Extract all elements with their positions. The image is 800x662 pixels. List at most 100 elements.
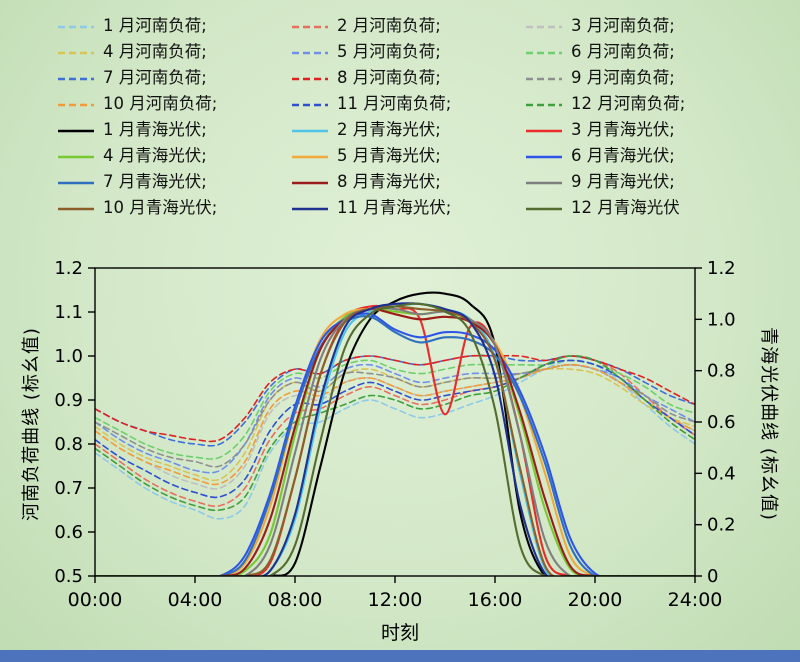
legend-item: 1 月青海光伏; (57, 120, 275, 141)
legend-item: 9 月青海光伏; (525, 172, 743, 193)
legend-label: 9 月河南负荷; (571, 68, 675, 88)
legend-dashed-line-swatch (292, 77, 328, 80)
chart-series-group (95, 291, 695, 576)
series-line (95, 367, 695, 482)
series-line (95, 364, 695, 468)
left-tick-label: 0.7 (54, 478, 83, 499)
x-tick-label: 24:00 (668, 589, 723, 611)
legend-solid-line-swatch (292, 155, 328, 158)
legend-label: 8 月青海光伏; (337, 172, 441, 192)
left-tick-label: 0.9 (54, 390, 83, 411)
legend-label: 1 月河南负荷; (103, 16, 207, 36)
legend-dashed-line-swatch (292, 25, 328, 28)
left-tick-label: 0.6 (54, 522, 83, 543)
left-axis-title: 河南负荷曲线 (标幺值) (21, 327, 42, 521)
series-line (95, 302, 695, 576)
series-line (95, 302, 695, 576)
legend-item: 2 月河南负荷; (291, 16, 509, 37)
series-line (95, 304, 695, 576)
legend-item: 7 月青海光伏; (57, 172, 275, 193)
series-line (95, 315, 695, 576)
series-line (95, 364, 695, 490)
left-tick-label: 1.2 (54, 258, 83, 279)
legend-dashed-line-swatch (292, 51, 328, 54)
legend-solid-line-swatch (58, 181, 94, 184)
legend-label: 7 月河南负荷; (103, 68, 207, 88)
legend-solid-line-swatch (292, 181, 328, 184)
right-tick-label: 0 (707, 566, 718, 587)
left-tick-label: 0.8 (54, 434, 83, 455)
legend-item: 10 月青海光伏; (57, 198, 275, 219)
legend-label: 5 月河南负荷; (337, 42, 441, 62)
legend-item: 2 月青海光伏; (291, 120, 509, 141)
legend-item: 3 月河南负荷; (525, 16, 743, 37)
legend-item: 6 月河南负荷; (525, 42, 743, 63)
right-tick-label: 1.2 (707, 258, 736, 279)
right-tick-label: 0.4 (707, 463, 736, 484)
left-tick-label: 1.0 (54, 346, 83, 367)
x-tick-label: 08:00 (268, 589, 323, 611)
legend-solid-line-swatch (292, 207, 328, 210)
legend-dashed-line-swatch (526, 77, 562, 80)
legend-item: 11 月河南负荷; (291, 94, 509, 115)
legend-solid-line-swatch (526, 207, 562, 210)
legend-solid-line-swatch (526, 155, 562, 158)
x-tick-label: 12:00 (368, 589, 423, 611)
right-axis-title: 青海光伏曲线 (标幺值) (758, 327, 779, 521)
legend-dashed-line-swatch (292, 103, 328, 106)
legend-label: 4 月河南负荷; (103, 42, 207, 62)
legend-label: 3 月河南负荷; (571, 16, 675, 36)
legend-item: 5 月青海光伏; (291, 146, 509, 167)
legend-solid-line-swatch (526, 129, 562, 132)
series-line (95, 302, 695, 576)
series-line (95, 359, 695, 520)
x-tick-label: 04:00 (168, 589, 223, 611)
x-tick-label: 20:00 (568, 589, 623, 611)
legend-label: 3 月青海光伏; (571, 120, 675, 140)
series-line (95, 307, 695, 576)
legend-item: 4 月河南负荷; (57, 42, 275, 63)
legend-label: 10 月青海光伏; (103, 198, 218, 218)
legend-label: 5 月青海光伏; (337, 146, 441, 166)
legend-dashed-line-swatch (526, 51, 562, 54)
legend-label: 7 月青海光伏; (103, 172, 207, 192)
series-line (95, 364, 695, 486)
legend-item: 1 月河南负荷; (57, 16, 275, 37)
legend-label: 11 月青海光伏; (337, 198, 452, 218)
right-tick-label: 0.8 (707, 361, 736, 382)
legend-item: 11 月青海光伏; (291, 198, 509, 219)
legend-item: 5 月河南负荷; (291, 42, 509, 63)
legend-solid-line-swatch (58, 207, 94, 210)
legend-dashed-line-swatch (526, 25, 562, 28)
legend-label: 4 月青海光伏; (103, 146, 207, 166)
legend-label: 2 月河南负荷; (337, 16, 441, 36)
legend-item: 3 月青海光伏; (525, 120, 743, 141)
legend-label: 12 月河南负荷; (571, 94, 686, 114)
legend-item: 12 月青海光伏 (525, 198, 743, 219)
x-tick-label: 16:00 (468, 589, 523, 611)
legend: 1 月河南负荷; 2 月河南负荷; 3 月河南负荷; 4 月河南负荷; 5 月河南负荷;… (0, 16, 800, 219)
legend-dashed-line-swatch (58, 103, 94, 106)
series-line (95, 363, 695, 474)
legend-dashed-line-swatch (526, 103, 562, 106)
series-line (95, 359, 695, 499)
legend-dashed-line-swatch (58, 77, 94, 80)
legend-label: 6 月青海光伏; (571, 146, 675, 166)
legend-label: 6 月河南负荷; (571, 42, 675, 62)
legend-label: 12 月青海光伏 (571, 198, 680, 218)
right-tick-label: 1.0 (707, 309, 736, 330)
legend-solid-line-swatch (58, 155, 94, 158)
x-tick-label: 00:00 (68, 589, 123, 611)
legend-solid-line-swatch (292, 129, 328, 132)
series-line (95, 305, 695, 576)
legend-label: 2 月青海光伏; (337, 120, 441, 140)
legend-item: 9 月河南负荷; (525, 68, 743, 89)
chart-canvas: 0.5 0.6 0.7 0.8 0.9 1.0 1.1 1.2 0 0.2 0.4 0.6 0.8 1.0… (54, 258, 736, 611)
series-line (95, 355, 695, 512)
legend-solid-line-swatch (58, 129, 94, 132)
legend-solid-line-swatch (526, 181, 562, 184)
legend-item: 10 月河南负荷; (57, 94, 275, 115)
legend-label: 9 月青海光伏; (571, 172, 675, 192)
legend-item: 8 月河南负荷; (291, 68, 509, 89)
